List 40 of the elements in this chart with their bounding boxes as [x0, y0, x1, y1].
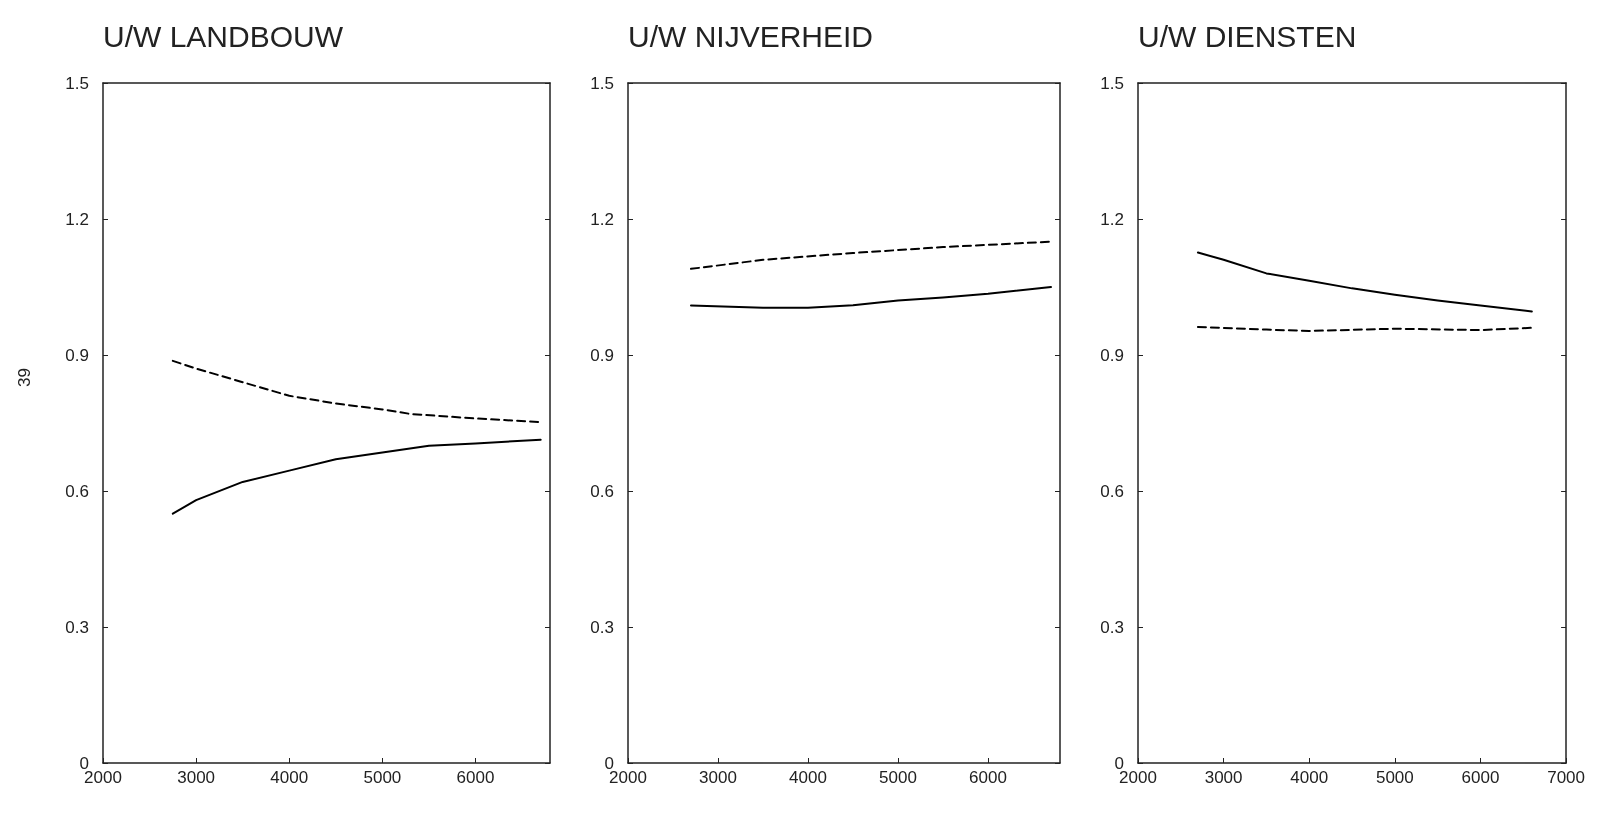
y-tick-label: 0.9 — [65, 345, 89, 365]
chart-title: U/W DIENSTEN — [1138, 19, 1357, 53]
line-series — [1196, 251, 1533, 313]
line-series — [690, 286, 1052, 309]
x-tick-label: 4000 — [789, 768, 827, 787]
y-tick-label: 1.2 — [65, 209, 89, 229]
x-tick-label: 6000 — [1461, 768, 1500, 787]
x-tick-label: 6000 — [456, 768, 495, 787]
x-tick-label: 2000 — [84, 768, 122, 787]
x-tick-label: 7000 — [1547, 768, 1585, 787]
chart-title: U/W LANDBOUW — [103, 19, 344, 53]
x-tick-label: 4000 — [270, 768, 309, 787]
y-tick-label: 0.6 — [590, 481, 614, 501]
y-tick-label: 0.3 — [65, 617, 89, 637]
x-tick-label: 2000 — [609, 768, 647, 787]
line-series — [171, 438, 542, 515]
x-tick-label: 4000 — [1290, 768, 1329, 787]
x-tick-label: 5000 — [1375, 768, 1414, 787]
y-tick-label: 0.6 — [65, 481, 89, 501]
x-tick-label: 2000 — [1119, 768, 1157, 787]
y-tick-label: 0.9 — [1100, 345, 1124, 365]
x-tick-label: 5000 — [879, 768, 917, 787]
chart-title: U/W NIJVERHEID — [628, 19, 874, 53]
x-tick-label: 5000 — [363, 768, 402, 787]
x-tick-label: 3000 — [177, 768, 216, 787]
line-series — [690, 240, 1052, 270]
y-tick-label: 1.2 — [590, 209, 614, 229]
y-tick-label: 0.6 — [1100, 481, 1124, 501]
text: 39 — [15, 367, 34, 387]
y-tick-label: 0.9 — [590, 345, 614, 365]
y-tick-label: 1.5 — [65, 73, 89, 93]
y-tick-label: 1.2 — [1100, 209, 1124, 229]
x-tick-label: 3000 — [1204, 768, 1243, 787]
line-series — [171, 359, 542, 424]
x-tick-label: 6000 — [969, 768, 1007, 787]
y-tick-label: 0.3 — [1100, 617, 1124, 637]
y-tick-label: 1.5 — [1100, 73, 1124, 93]
y-tick-label: 1.5 — [590, 73, 614, 93]
y-tick-label: 0.3 — [590, 617, 614, 637]
x-tick-label: 3000 — [699, 768, 737, 787]
